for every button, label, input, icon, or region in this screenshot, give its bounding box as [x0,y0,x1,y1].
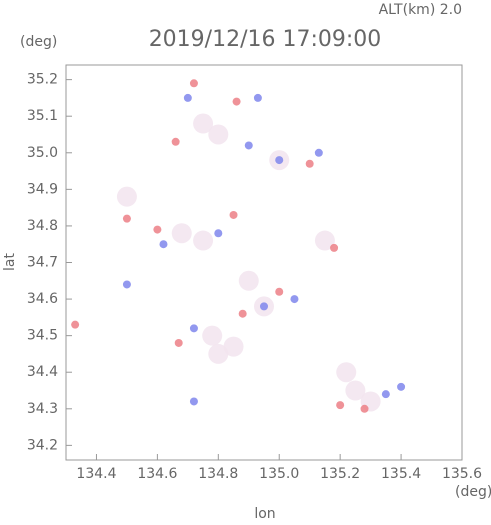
data-point [174,338,183,347]
data-point [202,325,223,346]
data-point [336,362,357,383]
data-point [153,225,162,234]
y-tick-label: 35.2 [27,72,58,88]
x-unit: (deg) [455,484,491,500]
plot-frame [65,64,463,461]
chart-title: 2019/12/16 17:09:00 [149,27,382,52]
y-unit: (deg) [20,34,57,50]
y-tick-label: 35.1 [27,108,58,124]
data-point [171,137,180,146]
data-point [336,401,345,410]
x-tick-label: 135.2 [320,466,360,482]
data-point [244,141,253,150]
y-tick-label: 34.3 [27,401,58,417]
data-point [381,390,390,399]
subtitle: ALT(km) 2.0 [379,2,462,18]
data-point [122,280,131,289]
data-point [330,243,339,252]
x-tick-label: 135.0 [259,466,299,482]
x-tick-label: 135.6 [442,466,482,482]
data-point [159,240,168,249]
data-point [116,186,137,207]
data-point [305,159,314,168]
x-tick-label: 134.8 [198,466,238,482]
data-point [397,382,406,391]
data-point [189,324,198,333]
data-point [208,343,229,364]
y-tick-label: 34.2 [27,437,58,453]
data-point [238,309,247,318]
x-tick-label: 134.6 [137,466,177,482]
data-point [189,397,198,406]
y-tick-label: 34.9 [27,181,58,197]
x-axis-label: lon [254,506,275,521]
data-point [171,223,192,244]
y-tick-label: 34.6 [27,291,58,307]
data-point [214,229,223,238]
y-tick-label: 35.0 [27,145,58,161]
y-tick-label: 34.5 [27,328,58,344]
y-tick-label: 34.4 [27,364,58,380]
data-point [345,380,366,401]
y-axis-label: lat [2,253,18,271]
data-point [314,230,335,251]
data-point [223,336,244,357]
y-tick-label: 34.7 [27,255,58,271]
data-point [183,93,192,102]
data-point [275,156,284,165]
data-point [253,93,262,102]
data-point [360,404,369,413]
data-point [71,320,80,329]
data-point [208,124,229,145]
data-point [314,148,323,157]
data-point [232,97,241,106]
data-point [275,287,284,296]
x-tick-label: 134.4 [76,466,116,482]
data-point [193,230,214,251]
data-point [260,302,268,311]
data-point [189,79,198,88]
y-tick-label: 34.8 [27,218,58,234]
data-point [122,214,131,223]
data-point [229,210,238,219]
data-point [238,270,259,291]
data-point [290,295,299,304]
data-point [193,113,214,134]
x-tick-label: 135.4 [381,466,421,482]
